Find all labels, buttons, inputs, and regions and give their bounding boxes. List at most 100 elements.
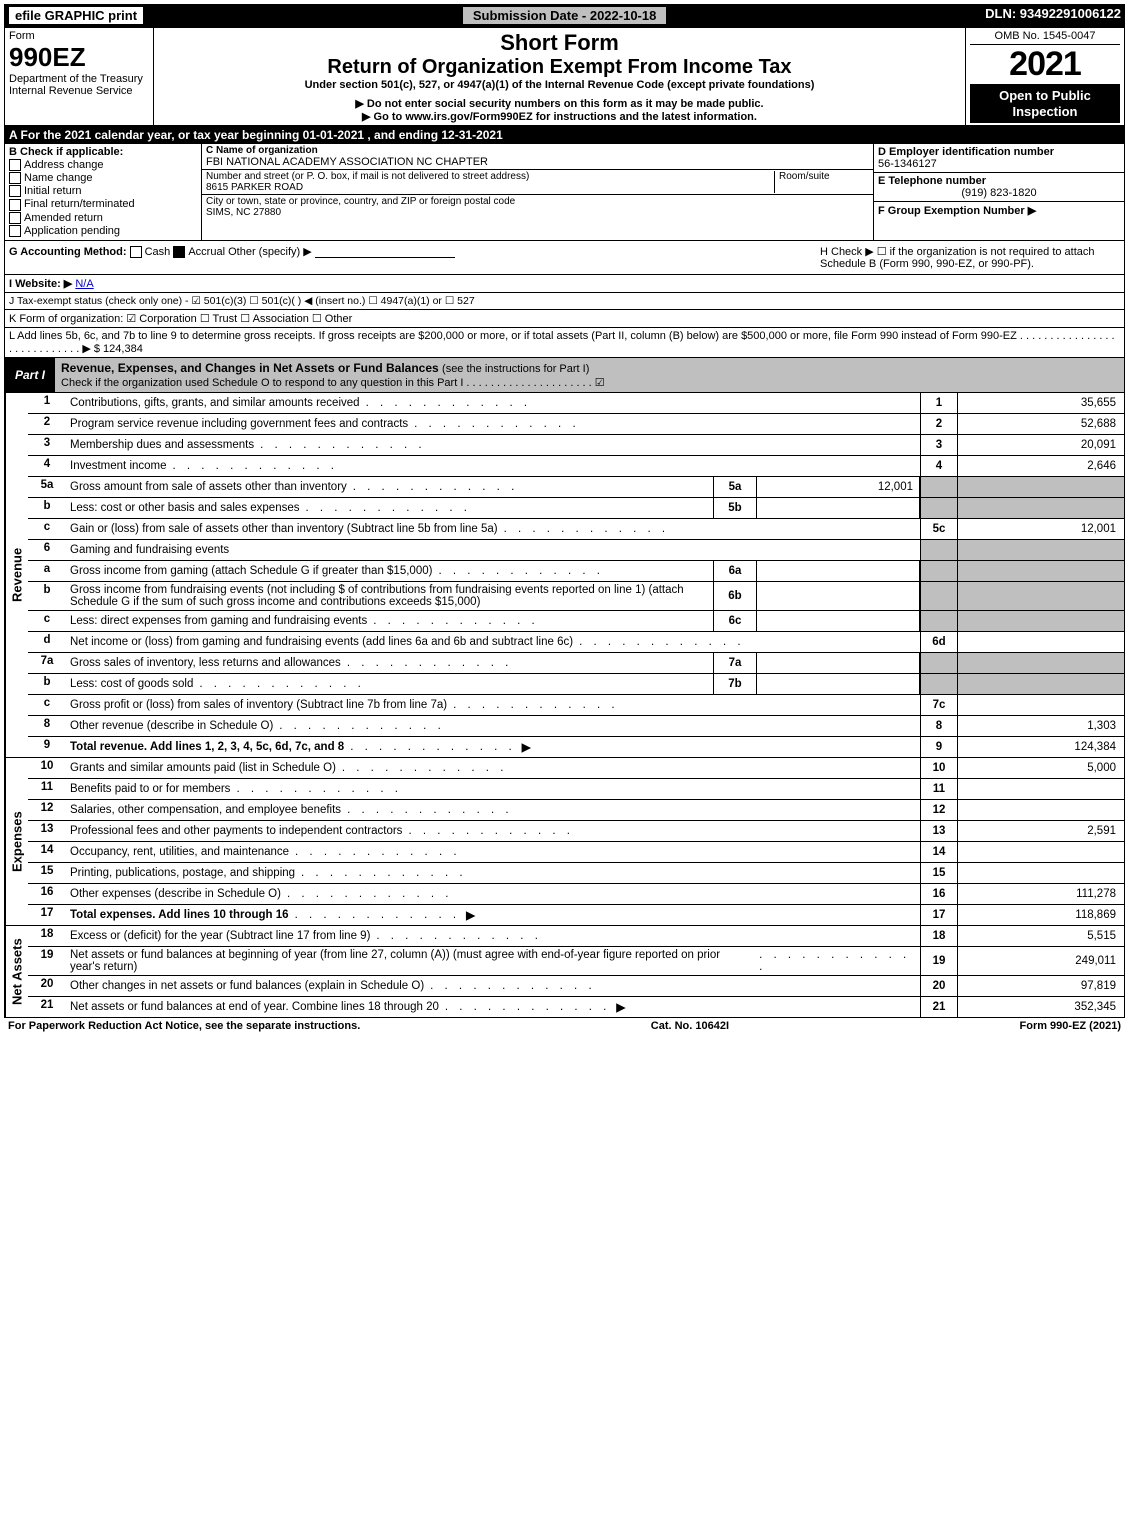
other-specify-input[interactable] — [315, 246, 455, 258]
check-final-return[interactable]: Final return/terminated — [9, 198, 197, 210]
sub-line-value — [757, 561, 920, 581]
irs-label: Internal Revenue Service — [9, 85, 149, 97]
line-amount — [957, 842, 1124, 862]
line-amount — [957, 632, 1124, 652]
line-l21: 21Net assets or fund balances at end of … — [28, 997, 1124, 1017]
line-ref: 18 — [920, 926, 957, 946]
line-ref: 21 — [920, 997, 957, 1017]
street-label: Number and street (or P. O. box, if mail… — [206, 171, 529, 182]
dln-label: DLN: 93492291006122 — [985, 6, 1121, 25]
line-ref: 13 — [920, 821, 957, 841]
line-num: 1 — [28, 393, 66, 413]
line-desc: Gross amount from sale of assets other t… — [66, 477, 713, 497]
line-ref: 9 — [920, 737, 957, 757]
open-to-public: Open to Public Inspection — [970, 84, 1120, 123]
line-num: 16 — [28, 884, 66, 904]
line-num: 2 — [28, 414, 66, 434]
line-amount: 5,515 — [957, 926, 1124, 946]
check-address-change[interactable]: Address change — [9, 159, 197, 171]
line-desc: Investment income . . . . . . . . . . . … — [66, 456, 920, 476]
line-desc: Gross sales of inventory, less returns a… — [66, 653, 713, 673]
sub-line-value — [757, 674, 920, 694]
line-amount-shaded — [957, 674, 1124, 694]
sub-line-ref: 6a — [713, 561, 757, 581]
line-l7a: 7aGross sales of inventory, less returns… — [28, 653, 1124, 674]
sub-line-ref: 5a — [713, 477, 757, 497]
street-value: 8615 PARKER ROAD — [206, 182, 303, 193]
line-num: d — [28, 632, 66, 652]
line-num: 3 — [28, 435, 66, 455]
sub-line-value — [757, 498, 920, 518]
line-l1: 1Contributions, gifts, grants, and simil… — [28, 393, 1124, 414]
section-h: H Check ▶ ☐ if the organization is not r… — [820, 245, 1120, 270]
line-ref: 14 — [920, 842, 957, 862]
line-desc: Net assets or fund balances at beginning… — [66, 947, 920, 975]
sub-line-value — [757, 611, 920, 631]
line-amount-shaded — [957, 498, 1124, 518]
line-l16: 16Other expenses (describe in Schedule O… — [28, 884, 1124, 905]
line-desc: Net assets or fund balances at end of ye… — [66, 997, 920, 1017]
line-amount: 97,819 — [957, 976, 1124, 996]
row-j: J Tax-exempt status (check only one) - ☑… — [5, 293, 1124, 310]
expenses-section: Expenses 10Grants and similar amounts pa… — [5, 758, 1124, 926]
line-num: 13 — [28, 821, 66, 841]
line-amount: 352,345 — [957, 997, 1124, 1017]
part1-title: Revenue, Expenses, and Changes in Net As… — [55, 358, 1124, 392]
header-right: OMB No. 1545-0047 2021 Open to Public In… — [966, 28, 1124, 125]
submission-date-button[interactable]: Submission Date - 2022-10-18 — [462, 6, 668, 25]
website-link[interactable]: N/A — [75, 278, 93, 290]
line-amount: 2,646 — [957, 456, 1124, 476]
efile-print-button[interactable]: efile GRAPHIC print — [8, 6, 144, 25]
group-exemption-label: F Group Exemption Number ▶ — [878, 205, 1036, 217]
line-ref-shaded — [920, 561, 957, 581]
line-num: 8 — [28, 716, 66, 736]
row-g-h: G Accounting Method: Cash Accrual Other … — [5, 241, 1124, 275]
line-ref: 19 — [920, 947, 957, 975]
goto-link[interactable]: ▶ Go to www.irs.gov/Form990EZ for instru… — [158, 110, 961, 123]
omb-number: OMB No. 1545-0047 — [970, 30, 1120, 45]
line-amount: 2,591 — [957, 821, 1124, 841]
line-desc: Membership dues and assessments . . . . … — [66, 435, 920, 455]
check-name-change[interactable]: Name change — [9, 172, 197, 184]
line-l6a: aGross income from gaming (attach Schedu… — [28, 561, 1124, 582]
form-990ez-ref: Form 990-EZ (2021) — [1020, 1020, 1121, 1032]
line-amount-shaded — [957, 653, 1124, 673]
line-num: 18 — [28, 926, 66, 946]
accounting-method: G Accounting Method: Cash Accrual Other … — [9, 245, 455, 270]
form-header: Form 990EZ Department of the Treasury In… — [5, 28, 1124, 126]
line-desc: Benefits paid to or for members . . . . … — [66, 779, 920, 799]
page-footer: For Paperwork Reduction Act Notice, see … — [4, 1018, 1125, 1034]
return-title: Return of Organization Exempt From Incom… — [158, 56, 961, 79]
form-word: Form — [9, 30, 149, 42]
line-desc: Printing, publications, postage, and shi… — [66, 863, 920, 883]
line-amount: 249,011 — [957, 947, 1124, 975]
line-l5b: bLess: cost or other basis and sales exp… — [28, 498, 1124, 519]
line-amount-shaded — [957, 477, 1124, 497]
line-amount: 52,688 — [957, 414, 1124, 434]
line-num: 10 — [28, 758, 66, 778]
section-def: D Employer identification number 56-1346… — [874, 144, 1124, 240]
city-label: City or town, state or province, country… — [206, 196, 515, 207]
line-desc: Gross income from gaming (attach Schedul… — [66, 561, 713, 581]
check-accrual[interactable] — [173, 246, 185, 258]
part1-label: Part I — [5, 365, 55, 385]
netassets-section: Net Assets 18Excess or (deficit) for the… — [5, 926, 1124, 1017]
line-ref-shaded — [920, 477, 957, 497]
check-initial-return[interactable]: Initial return — [9, 185, 197, 197]
check-amended-return[interactable]: Amended return — [9, 212, 197, 224]
line-ref: 15 — [920, 863, 957, 883]
under-section-text: Under section 501(c), 527, or 4947(a)(1)… — [158, 79, 961, 91]
check-application-pending[interactable]: Application pending — [9, 225, 197, 237]
line-amount — [957, 863, 1124, 883]
section-a: A For the 2021 calendar year, or tax yea… — [5, 126, 1124, 144]
line-desc: Professional fees and other payments to … — [66, 821, 920, 841]
line-ref-shaded — [920, 674, 957, 694]
line-num: 15 — [28, 863, 66, 883]
line-l4: 4Investment income . . . . . . . . . . .… — [28, 456, 1124, 477]
line-amount: 20,091 — [957, 435, 1124, 455]
line-amount: 5,000 — [957, 758, 1124, 778]
check-cash[interactable] — [130, 246, 142, 258]
expenses-vert-label: Expenses — [5, 758, 28, 925]
line-num: 14 — [28, 842, 66, 862]
line-ref: 16 — [920, 884, 957, 904]
